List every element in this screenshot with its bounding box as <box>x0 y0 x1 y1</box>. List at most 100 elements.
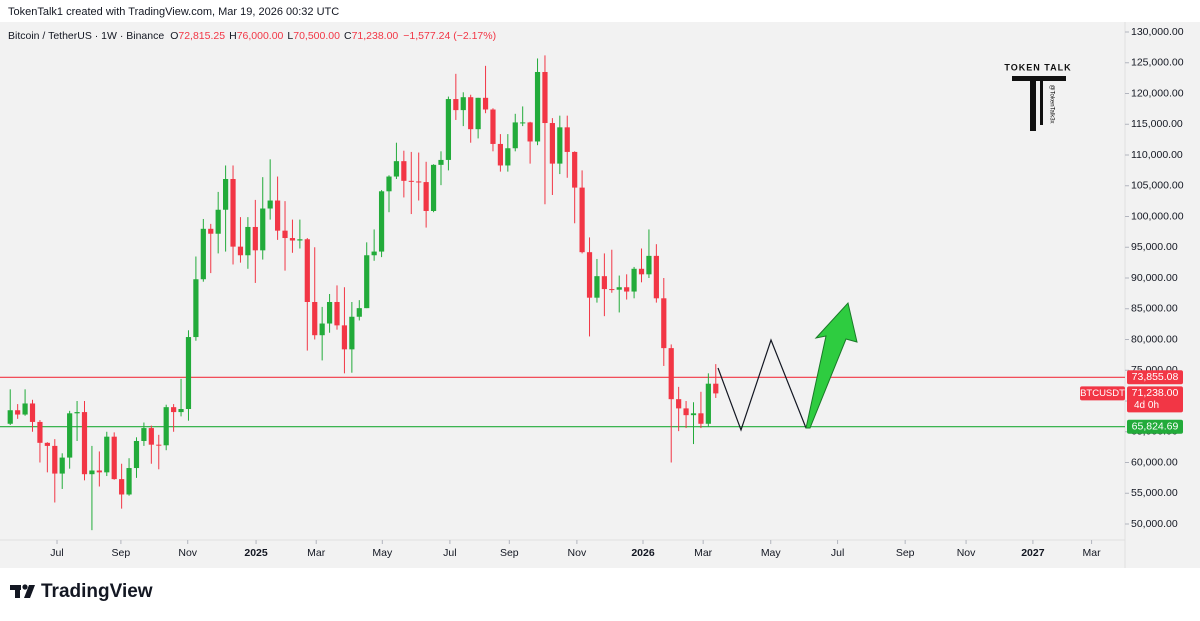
candle-body <box>156 444 162 446</box>
logo-part <box>22 584 28 590</box>
candle-body <box>453 99 459 111</box>
candle-body <box>527 122 533 142</box>
candle-body <box>430 164 437 211</box>
candle-body <box>512 122 518 149</box>
level-label-box <box>1127 419 1183 434</box>
candle-body <box>260 208 266 251</box>
logo-part <box>24 585 35 598</box>
arrow-drawing <box>805 301 858 429</box>
y-tick-label: 125,000.00 <box>1131 57 1184 69</box>
candle-body <box>482 97 489 110</box>
symbol-box <box>1080 386 1125 401</box>
legend-text: Bitcoin / TetherUS · 1W · Binance O72,815… <box>8 30 496 42</box>
candle-body <box>148 428 154 445</box>
candle-body <box>237 246 244 256</box>
x-tick-label: Nov <box>568 547 587 559</box>
candle-body <box>326 301 333 324</box>
candle-body <box>96 470 102 473</box>
ohlc-value: 71,238.00 <box>352 30 399 42</box>
x-tick-label: Jul <box>443 547 456 559</box>
candle-body <box>319 323 325 336</box>
ohlc-value: 76,000.00 <box>237 30 284 42</box>
candle-body <box>230 178 236 247</box>
symbol: Bitcoin / TetherUS · 1W · Binance <box>8 30 164 42</box>
x-tick-label: Jul <box>50 547 63 559</box>
candle-body <box>668 348 674 400</box>
watermark-title: TOKEN TALK <box>1004 62 1071 72</box>
candle-body <box>334 301 340 326</box>
candle-body <box>534 71 541 142</box>
candle-body <box>104 436 110 473</box>
candle-body <box>200 228 206 280</box>
candle-body <box>460 97 466 111</box>
candle-body <box>126 468 132 495</box>
candle-body <box>445 99 452 160</box>
candle-body <box>44 442 50 446</box>
watermark: TOKEN TALK @TokenTalk3x <box>1004 62 1071 131</box>
y-tick-label: 85,000.00 <box>1131 303 1178 315</box>
candle-body <box>572 151 578 188</box>
candle-body <box>653 255 659 299</box>
x-tick-label: Nov <box>178 547 197 559</box>
watermark-handle: @TokenTalk3x <box>1048 84 1054 123</box>
x-tick-label: Nov <box>957 547 976 559</box>
ohlc-value: 70,500.00 <box>293 30 340 42</box>
y-tick-label: 60,000.00 <box>1131 456 1178 468</box>
ohlc-key: C <box>344 30 352 42</box>
candle-body <box>520 122 526 124</box>
candle-body <box>364 255 370 309</box>
candle-body <box>22 403 28 415</box>
candle-body <box>423 182 429 211</box>
candle-body <box>683 408 689 416</box>
candle-body <box>631 268 637 292</box>
candle-body <box>490 109 496 144</box>
candle-body <box>371 251 377 256</box>
logo-stem <box>1030 81 1036 131</box>
logo-part <box>15 585 20 598</box>
candle-body <box>564 127 570 152</box>
candle-body <box>542 71 548 124</box>
candle-body <box>81 412 88 475</box>
candle-body <box>601 276 607 290</box>
candle-body <box>579 187 585 253</box>
ohlc-value: 72,815.25 <box>178 30 225 42</box>
candle-body <box>74 412 80 414</box>
candle-body <box>274 200 281 231</box>
level-label: 73,855.08 <box>1132 371 1179 383</box>
candle-body <box>378 191 385 252</box>
y-tick-label: 80,000.00 <box>1131 333 1178 345</box>
candle-body <box>178 409 184 413</box>
candle-body <box>289 238 296 241</box>
x-tick-label: Sep <box>112 547 131 559</box>
candle-body <box>408 180 414 182</box>
ohlc-key: O <box>170 30 178 42</box>
candle-body <box>15 410 21 415</box>
x-tick-label: 2025 <box>244 547 268 559</box>
candle-body <box>185 337 192 410</box>
candle-body <box>393 161 400 177</box>
x-tick-label: Jul <box>831 547 844 559</box>
logo-bar <box>1012 76 1066 81</box>
candle-body <box>267 200 273 209</box>
level-label-box <box>1127 370 1183 385</box>
candle-body <box>624 287 630 292</box>
candle-body <box>297 239 303 241</box>
candle-body <box>475 97 481 130</box>
ohlc-key: L <box>287 30 293 42</box>
x-tick-label: Mar <box>1083 547 1102 559</box>
candle-body <box>661 298 667 349</box>
candle-body <box>594 276 600 298</box>
candle-body <box>282 230 288 239</box>
y-tick-label: 105,000.00 <box>1131 180 1184 192</box>
candle-body <box>7 410 13 424</box>
candle-body <box>549 123 555 164</box>
candle-body <box>215 209 221 234</box>
logo-stem <box>1040 81 1043 125</box>
plot: 50,000.0055,000.0060,000.0065,000.0070,0… <box>0 26 1184 559</box>
chart-background <box>0 22 1200 568</box>
ohlc-legend: Bitcoin / TetherUS · 1W · Binance O72,815… <box>8 30 496 42</box>
candle-body <box>67 413 73 458</box>
y-tick-label: 110,000.00 <box>1131 149 1183 161</box>
candle-body <box>698 413 704 424</box>
